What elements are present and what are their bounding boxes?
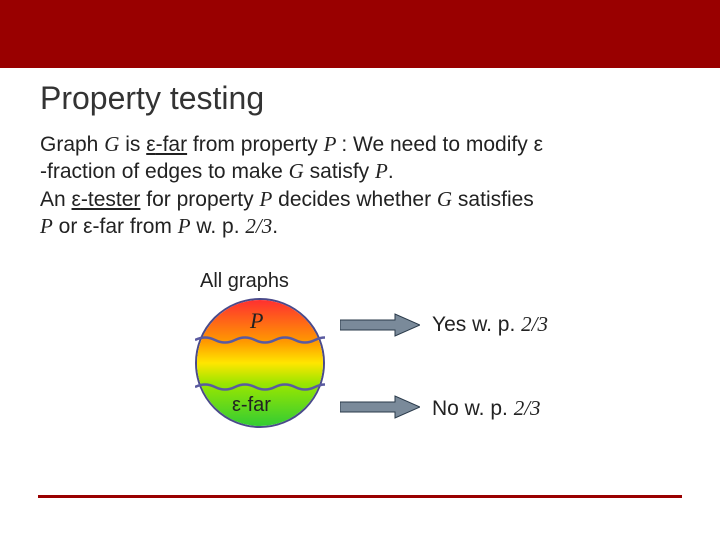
property-P: P	[178, 214, 191, 238]
arrow-yes	[340, 312, 420, 338]
region-mid	[197, 342, 323, 385]
epsilon: ε	[83, 215, 92, 238]
wave-divider-top	[195, 335, 325, 345]
t: An	[40, 188, 72, 211]
graph-G: G	[289, 159, 304, 183]
t: -fraction of edges to make	[40, 160, 289, 183]
t: .	[388, 160, 394, 183]
graph-G: G	[437, 187, 452, 211]
slide-content: Property testing Graph G is ε-far from p…	[0, 68, 720, 450]
bottom-rule	[38, 495, 682, 498]
probability: 2/3	[521, 312, 548, 336]
probability: 2/3	[245, 214, 272, 238]
t: No w. p.	[432, 397, 514, 420]
t: Yes w. p.	[432, 313, 521, 336]
wave-divider-bottom	[195, 382, 325, 392]
yes-label: Yes w. p. 2/3	[432, 312, 548, 337]
t: is	[119, 133, 146, 156]
t: or	[53, 215, 83, 238]
epsilon: ε	[146, 133, 155, 156]
epsilon: ε	[232, 394, 241, 416]
probability: 2/3	[514, 396, 541, 420]
t: for property	[140, 188, 259, 211]
p-label: P	[250, 308, 263, 334]
property-P: P	[259, 187, 272, 211]
t: -far from	[93, 215, 178, 238]
t: decides whether	[272, 188, 437, 211]
definition-text: Graph G is ε-far from property P : We ne…	[40, 131, 680, 240]
slide-title: Property testing	[40, 80, 680, 117]
arrow-no	[340, 394, 420, 420]
t: satisfies	[452, 188, 534, 211]
t: w. p.	[191, 215, 246, 238]
epsilon: ε	[72, 188, 81, 211]
property-P: P	[40, 214, 53, 238]
epsilon-far-label: ε-far	[232, 394, 271, 417]
t: satisfy	[304, 160, 375, 183]
t: .	[272, 215, 278, 238]
all-graphs-label: All graphs	[200, 270, 289, 293]
property-P: P	[324, 132, 342, 156]
t: Graph	[40, 133, 104, 156]
epsilon: ε	[534, 133, 543, 156]
diagram: All graphs P ε-far Yes w. p. 2/3 No w. p…	[60, 270, 700, 450]
property-P: P	[375, 159, 388, 183]
t: -far	[156, 133, 188, 156]
top-bar	[0, 0, 720, 68]
t: from property	[187, 133, 324, 156]
t: -tester	[81, 188, 141, 211]
t: : We need to modify	[341, 133, 533, 156]
no-label: No w. p. 2/3	[432, 396, 541, 421]
graph-G: G	[104, 132, 119, 156]
t: -far	[241, 394, 271, 416]
